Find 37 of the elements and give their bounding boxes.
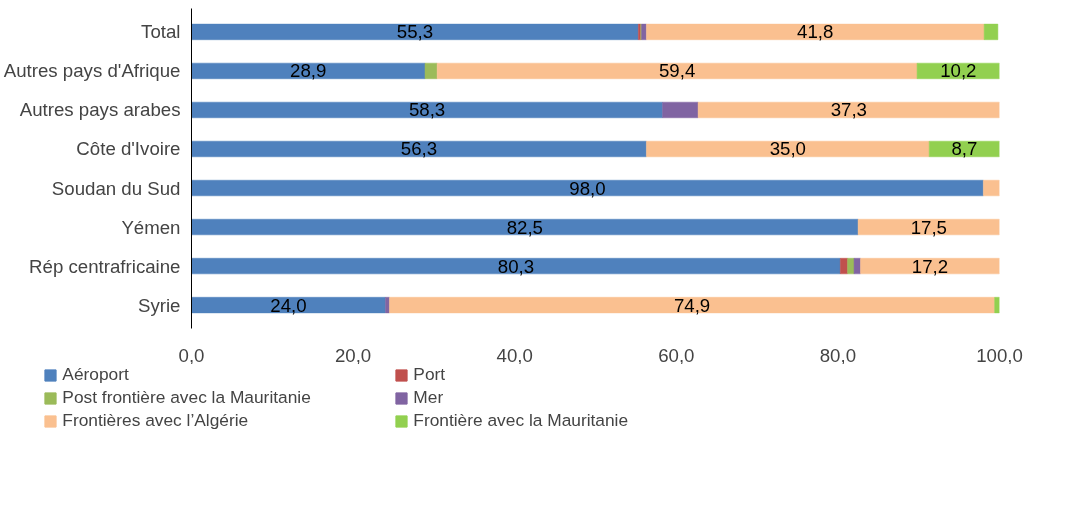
data-label: 80,3 <box>497 255 535 277</box>
data-label: 37,3 <box>830 99 867 121</box>
data-label: 58,3 <box>408 99 446 121</box>
data-label: 56,3 <box>400 138 438 160</box>
y-tick-label: Côte d'Ivoire <box>76 138 181 160</box>
legend-label: Port <box>413 364 447 385</box>
x-tick-label: 20,0 <box>334 344 372 366</box>
data-label: 59,4 <box>658 60 696 82</box>
y-tick-label: Rép centrafricaine <box>29 255 181 277</box>
y-tick-label: Autres pays d'Afrique <box>3 60 181 82</box>
data-label: 17,2 <box>911 255 949 277</box>
y-tick-label: Autres pays arabes <box>19 99 181 121</box>
y-tick-label: Total <box>141 21 181 43</box>
x-tick-label: 60,0 <box>658 344 695 366</box>
data-label: 41,8 <box>797 21 834 43</box>
data-label: 55,3 <box>396 21 434 43</box>
x-tick-label: 100,0 <box>976 344 1023 366</box>
x-tick-label: 0,0 <box>178 344 205 366</box>
y-tick-label: Syrie <box>138 294 181 316</box>
data-label: 74,9 <box>673 294 711 316</box>
x-tick-label: 80,0 <box>819 344 857 366</box>
data-label: 82,5 <box>506 216 543 238</box>
y-tick-label: Soudan du Sud <box>51 177 181 199</box>
data-label: 8,7 <box>951 138 978 160</box>
data-label: 98,0 <box>569 177 606 199</box>
data-label: 17,5 <box>910 216 947 238</box>
legend-label: Post frontière avec la Mauritanie <box>62 387 312 408</box>
legend-label: Aéroport <box>62 364 130 385</box>
legend-label: Mer <box>413 387 445 408</box>
data-label: 28,9 <box>290 60 327 82</box>
data-label: 10,2 <box>940 60 977 82</box>
y-tick-label: Yémen <box>121 216 181 238</box>
legend-label: Frontière avec la Mauritanie <box>413 410 630 431</box>
x-tick-label: 40,0 <box>496 344 533 366</box>
data-label: 24,0 <box>270 294 307 316</box>
legend-label: Frontières avec l’Algérie <box>62 410 250 431</box>
data-label: 35,0 <box>769 138 806 160</box>
